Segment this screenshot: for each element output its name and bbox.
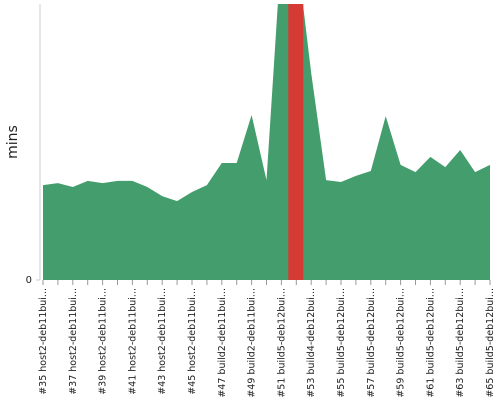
y-tick-label: 0: [26, 275, 32, 286]
x-tick-label: #51 build5-deb12bui...: [276, 288, 287, 398]
area: [43, 4, 490, 280]
x-tick-label: #59 build5-deb12bui...: [396, 288, 407, 398]
x-tick-label: #37 host2-deb11bui...: [68, 288, 79, 395]
x-tick-label: #35 host2-deb11bui...: [38, 288, 49, 395]
x-tick-label: #57 build5-deb12bui...: [366, 288, 377, 398]
x-tick-label: #55 build5-deb12bui...: [336, 288, 347, 398]
y-axis-title: mins: [5, 125, 21, 159]
x-tick-label: #43 host2-deb11bui...: [157, 288, 168, 395]
x-tick-label: #53 build4-deb12bui...: [306, 288, 317, 398]
selection-highlight: [288, 4, 304, 280]
x-tick-label: #61 build5-deb12bui...: [425, 288, 436, 398]
x-tick-label: #39 host2-deb11bui...: [98, 288, 109, 395]
plot-area: [43, 4, 490, 280]
x-tick-label: #49 build2-deb11bui...: [247, 288, 258, 398]
x-tick-label: #63 build5-deb12bui...: [455, 288, 466, 398]
x-tick-label: #41 host2-deb11bui...: [127, 288, 138, 395]
x-tick-label: #65 build5-deb12bui...: [485, 288, 496, 398]
x-tick-label: #47 build2-deb11bui...: [217, 288, 228, 398]
x-tick-label: #45 host2-deb11bui...: [187, 288, 198, 395]
